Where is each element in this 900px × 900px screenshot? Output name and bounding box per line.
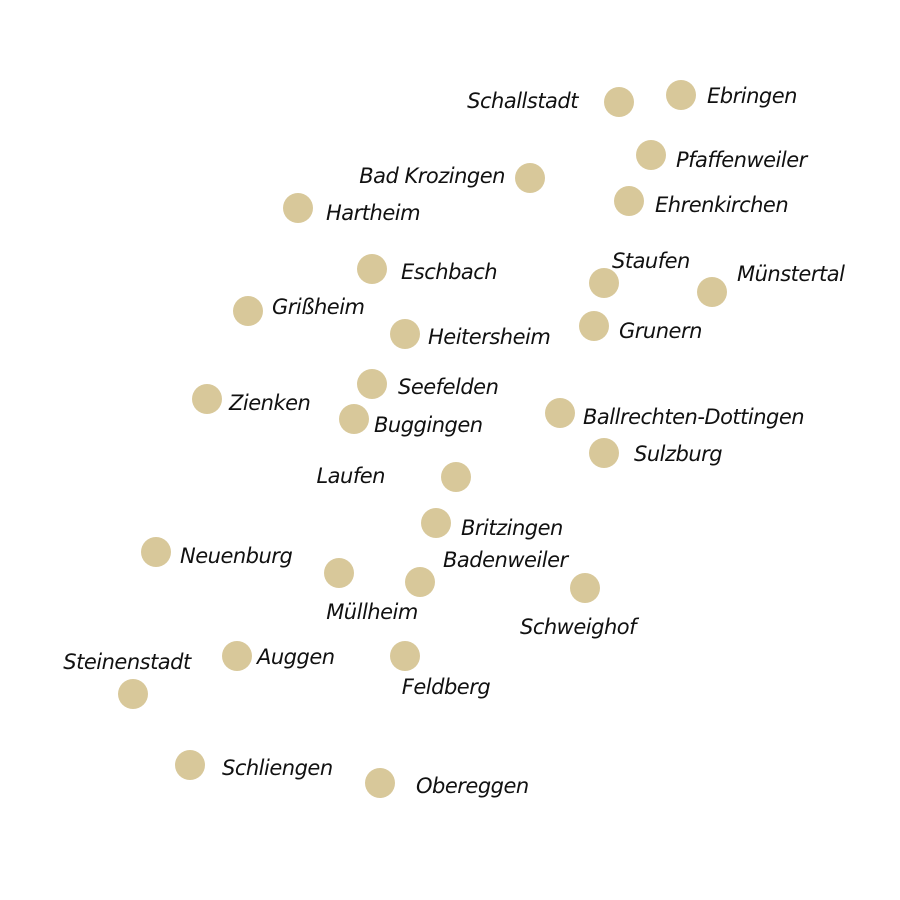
place-label-ebringen: Ebringen <box>707 84 797 108</box>
place-marker-steinenstadt <box>118 679 148 709</box>
place-label-zienken: Zienken <box>228 391 310 415</box>
place-label-schallstadt: Schallstadt <box>467 89 579 113</box>
place-label-feldberg: Feldberg <box>402 675 491 699</box>
place-auggen: Auggen <box>222 641 335 671</box>
place-marker-staufen <box>589 268 619 298</box>
place-marker-schweighof <box>570 573 600 603</box>
place-grissheim: Grißheim <box>233 295 365 326</box>
place-label-hartheim: Hartheim <box>326 201 420 225</box>
place-neuenburg: Neuenburg <box>141 537 293 568</box>
place-label-muenstertal: Münstertal <box>737 262 845 286</box>
place-label-staufen: Staufen <box>612 249 690 273</box>
place-marker-hartheim <box>283 193 313 223</box>
place-label-laufen: Laufen <box>316 464 385 488</box>
place-eschbach: Eschbach <box>357 254 498 284</box>
place-marker-laufen <box>441 462 471 492</box>
place-marker-ehrenkirchen <box>614 186 644 216</box>
place-heitersheim: Heitersheim <box>390 319 551 349</box>
place-grunern: Grunern <box>579 311 702 343</box>
place-schliengen: Schliengen <box>175 750 333 780</box>
place-label-grissheim: Grißheim <box>272 295 365 319</box>
place-buggingen: Buggingen <box>339 404 483 437</box>
place-label-schweighof: Schweighof <box>520 615 640 639</box>
place-muellheim: Müllheim <box>324 558 418 624</box>
place-feldberg: Feldberg <box>390 641 491 699</box>
place-obereggen: Obereggen <box>365 768 529 798</box>
place-label-ehrenkirchen: Ehrenkirchen <box>655 193 788 217</box>
place-label-auggen: Auggen <box>255 645 335 669</box>
place-marker-sulzburg <box>589 438 619 468</box>
place-steinenstadt: Steinenstadt <box>63 650 192 709</box>
place-marker-pfaffenweiler <box>636 140 666 170</box>
place-marker-badenweiler <box>405 567 435 597</box>
place-marker-bad-krozingen <box>515 163 545 193</box>
place-muenstertal: Münstertal <box>697 262 846 307</box>
place-marker-neuenburg <box>141 537 171 567</box>
place-label-bad-krozingen: Bad Krozingen <box>359 164 505 188</box>
place-sulzburg: Sulzburg <box>589 438 723 468</box>
place-label-obereggen: Obereggen <box>416 774 529 798</box>
place-marker-auggen <box>222 641 252 671</box>
place-marker-grissheim <box>233 296 263 326</box>
place-label-steinenstadt: Steinenstadt <box>63 650 192 674</box>
place-marker-ebringen <box>666 80 696 110</box>
place-label-heitersheim: Heitersheim <box>428 325 550 349</box>
place-britzingen: Britzingen <box>421 508 563 540</box>
place-marker-schallstadt <box>604 87 634 117</box>
place-hartheim: Hartheim <box>283 193 421 225</box>
place-ebringen: Ebringen <box>666 80 797 110</box>
place-marker-obereggen <box>365 768 395 798</box>
place-schallstadt: Schallstadt <box>467 87 634 117</box>
place-marker-ballrechten-dottingen <box>545 398 575 428</box>
place-marker-seefelden <box>357 369 387 399</box>
place-label-britzingen: Britzingen <box>461 516 563 540</box>
place-pfaffenweiler: Pfaffenweiler <box>636 140 809 172</box>
place-marker-schliengen <box>175 750 205 780</box>
place-label-badenweiler: Badenweiler <box>443 548 570 572</box>
place-marker-zienken <box>192 384 222 414</box>
place-ehrenkirchen: Ehrenkirchen <box>614 186 789 217</box>
place-marker-buggingen <box>339 404 369 434</box>
place-seefelden: Seefelden <box>357 369 499 399</box>
place-marker-britzingen <box>421 508 451 538</box>
place-marker-heitersheim <box>390 319 420 349</box>
place-label-neuenburg: Neuenburg <box>180 544 292 568</box>
place-marker-feldberg <box>390 641 420 671</box>
place-ballrechten-dottingen: Ballrechten-Dottingen <box>545 398 805 429</box>
place-label-pfaffenweiler: Pfaffenweiler <box>676 148 809 172</box>
place-zienken: Zienken <box>192 384 311 415</box>
place-label-sulzburg: Sulzburg <box>634 442 722 466</box>
place-marker-muellheim <box>324 558 354 588</box>
place-label-seefelden: Seefelden <box>398 375 498 399</box>
place-laufen: Laufen <box>316 462 471 492</box>
place-label-buggingen: Buggingen <box>374 413 483 437</box>
place-staufen: Staufen <box>589 249 690 298</box>
place-label-schliengen: Schliengen <box>222 756 333 780</box>
place-label-eschbach: Eschbach <box>401 260 497 284</box>
place-marker-muenstertal <box>697 277 727 307</box>
place-marker-grunern <box>579 311 609 341</box>
place-label-grunern: Grunern <box>619 319 702 343</box>
place-label-ballrechten-dottingen: Ballrechten-Dottingen <box>583 405 804 429</box>
place-schweighof: Schweighof <box>520 573 641 639</box>
place-bad-krozingen: Bad Krozingen <box>359 163 545 193</box>
place-badenweiler: Badenweiler <box>405 548 570 597</box>
place-label-muellheim: Müllheim <box>326 600 418 624</box>
place-marker-eschbach <box>357 254 387 284</box>
